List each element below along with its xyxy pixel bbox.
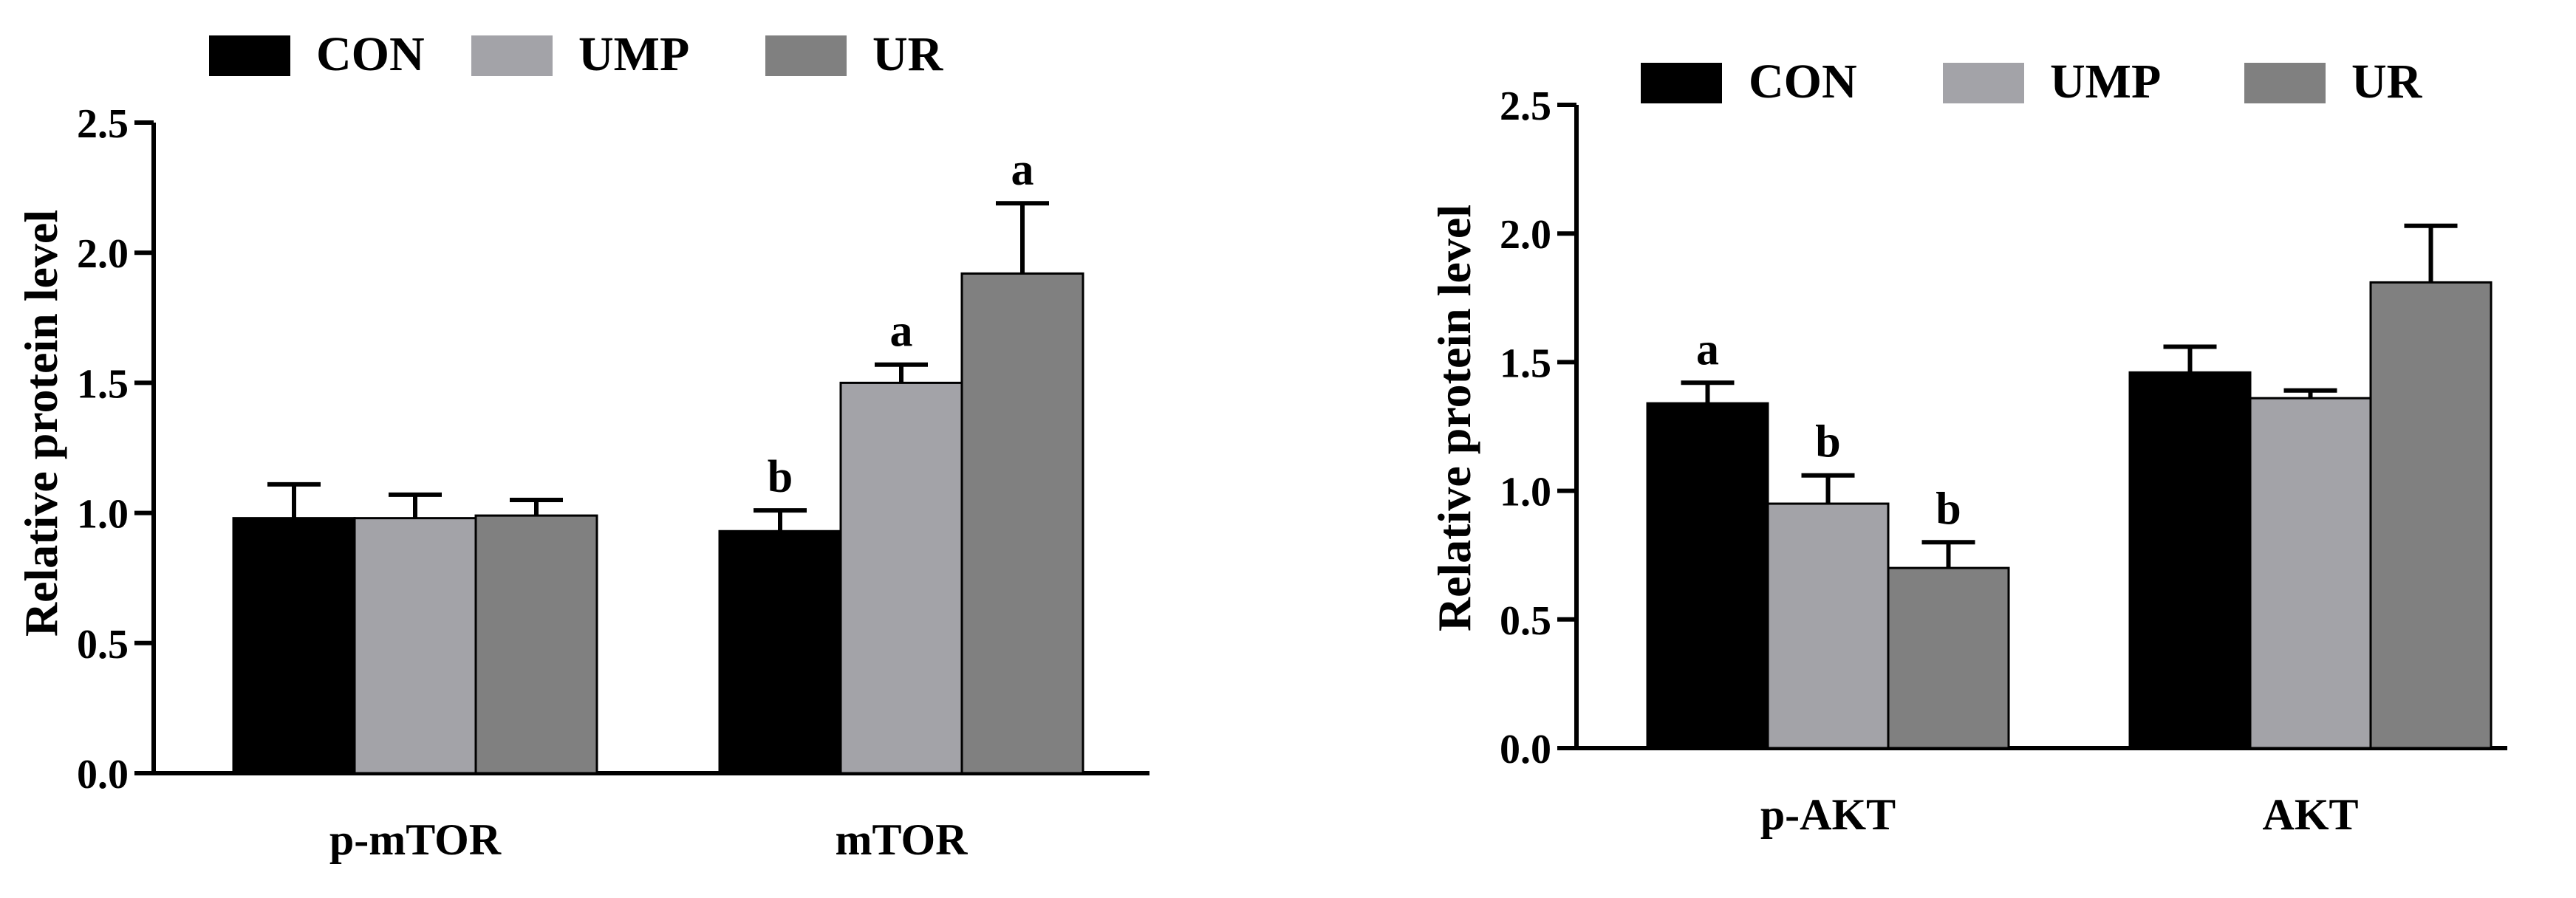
y-tick-label: 2.5	[1500, 83, 1551, 129]
bar-ump-p-akt	[1766, 502, 1890, 750]
y-tick-label: 0.5	[77, 622, 129, 668]
y-axis-label-mtor: Relative protein level	[15, 210, 67, 637]
chart-mtor: CON UMP UR Relative protein level 0.0 0.5…	[15, 27, 1149, 864]
y-tick-label: 1.5	[1500, 340, 1551, 386]
bar-ump-p-mtor	[353, 517, 477, 775]
legend-swatch-ump	[1943, 63, 2024, 103]
legend-swatch-ur	[2244, 63, 2326, 103]
y-tick-label: 2.0	[77, 231, 129, 277]
legend-label-con: CON	[1749, 55, 1857, 109]
bar-con-akt	[2128, 371, 2252, 750]
legend-label-ump: UMP	[2050, 55, 2161, 109]
legend-label-con: CON	[316, 27, 425, 81]
bar-con-p-mtor	[232, 517, 356, 775]
bar-ur-mtor	[960, 272, 1084, 775]
y-tick-label: 0.0	[1500, 727, 1551, 772]
significance-label: a	[1011, 145, 1034, 195]
significance-label: b	[1815, 417, 1840, 467]
x-tick-label: p-AKT	[1760, 790, 1896, 839]
bar-ump-akt	[2249, 397, 2372, 750]
legend-swatch-ur	[765, 35, 847, 76]
y-axis-label-akt: Relative protein level	[1428, 205, 1480, 631]
legend-swatch-ump	[471, 35, 553, 76]
significance-label: a	[1696, 324, 1719, 374]
y-tick-label: 1.5	[77, 361, 129, 407]
y-tick-label: 0.0	[77, 752, 129, 798]
plot-area-mtor: 0.0 0.5 1.0 1.5 2.0 2.5 p-mTOR b a a mTOR	[77, 101, 1149, 864]
bar-ur-p-akt	[1887, 566, 2010, 750]
y-tick-label: 2.5	[77, 101, 129, 147]
significance-label: a	[890, 306, 913, 357]
y-tick-label: 1.0	[1500, 470, 1551, 515]
legend-label-ur: UR	[872, 27, 944, 81]
legend-swatch-con	[1641, 63, 1722, 103]
x-tick-label: p-mTOR	[329, 815, 502, 864]
bar-con-p-akt	[1646, 402, 1769, 750]
legend-label-ump: UMP	[578, 27, 689, 81]
legend-label-ur: UR	[2351, 55, 2423, 109]
x-tick-label: AKT	[2262, 790, 2358, 839]
significance-label: b	[1936, 484, 1961, 534]
bar-ur-p-mtor	[474, 514, 598, 775]
chart-akt: CON UMP UR Relative protein level 0.0 0.5…	[1428, 55, 2507, 839]
legend-swatch-con	[209, 35, 290, 76]
legend-mtor: CON UMP UR	[209, 27, 944, 81]
y-tick-label: 2.0	[1500, 212, 1551, 258]
x-tick-label: mTOR	[836, 815, 968, 864]
bar-ump-mtor	[839, 381, 963, 775]
legend-akt: CON UMP UR	[1641, 55, 2423, 109]
y-tick-label: 0.5	[1500, 598, 1551, 644]
bar-ur-akt	[2369, 281, 2493, 750]
y-tick-label: 1.0	[77, 492, 129, 538]
plot-area-akt: 0.0 0.5 1.0 1.5 2.0 2.5 a b b p-AKT AKT	[1500, 83, 2507, 839]
significance-label: b	[768, 452, 793, 502]
bar-con-mtor	[718, 529, 842, 775]
